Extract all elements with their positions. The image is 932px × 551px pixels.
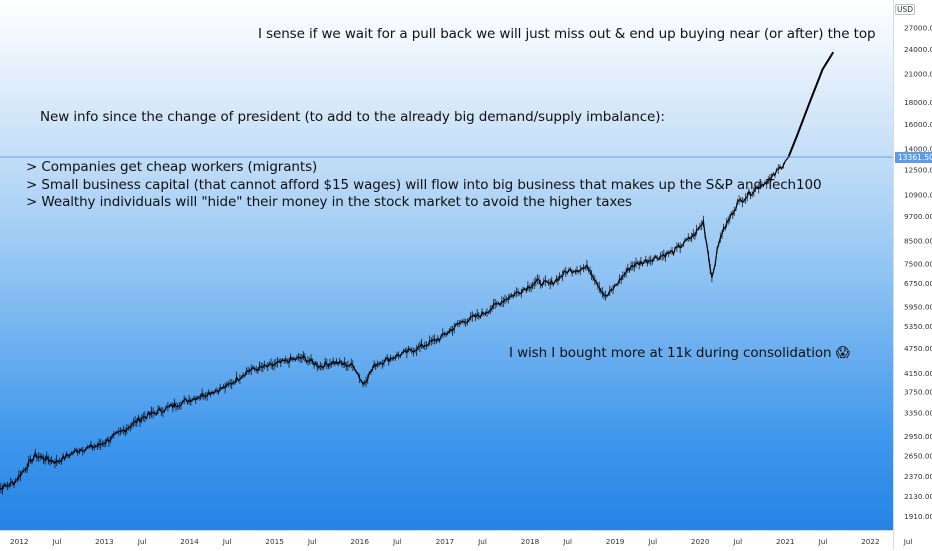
annotation-pull-back: I sense if we wait for a pull back we wi… <box>258 26 876 42</box>
annotation-bullet-3: > Wealthy individuals will "hide" their … <box>26 194 632 210</box>
annotation-bullet-2: > Small business capital (that cannot af… <box>26 176 822 193</box>
annotation-new-info: New info since the change of president (… <box>40 109 665 125</box>
price-candles <box>0 162 784 495</box>
series-layer <box>0 51 893 495</box>
projection-line <box>787 51 834 159</box>
price-series-line <box>0 52 834 491</box>
annotation-bullet-1: > Companies get cheap workers (migrants) <box>26 159 318 175</box>
annotation-bullet-list: > Companies get cheap workers (migrants)… <box>26 159 822 212</box>
time-axis-panel[interactable] <box>0 530 893 551</box>
last-price-tag: 13361.50 <box>895 152 932 163</box>
annotation-consolidation: I wish I bought more at 11k during conso… <box>509 345 850 361</box>
price-axis-panel[interactable] <box>893 0 932 550</box>
currency-label[interactable]: USD <box>895 4 916 15</box>
